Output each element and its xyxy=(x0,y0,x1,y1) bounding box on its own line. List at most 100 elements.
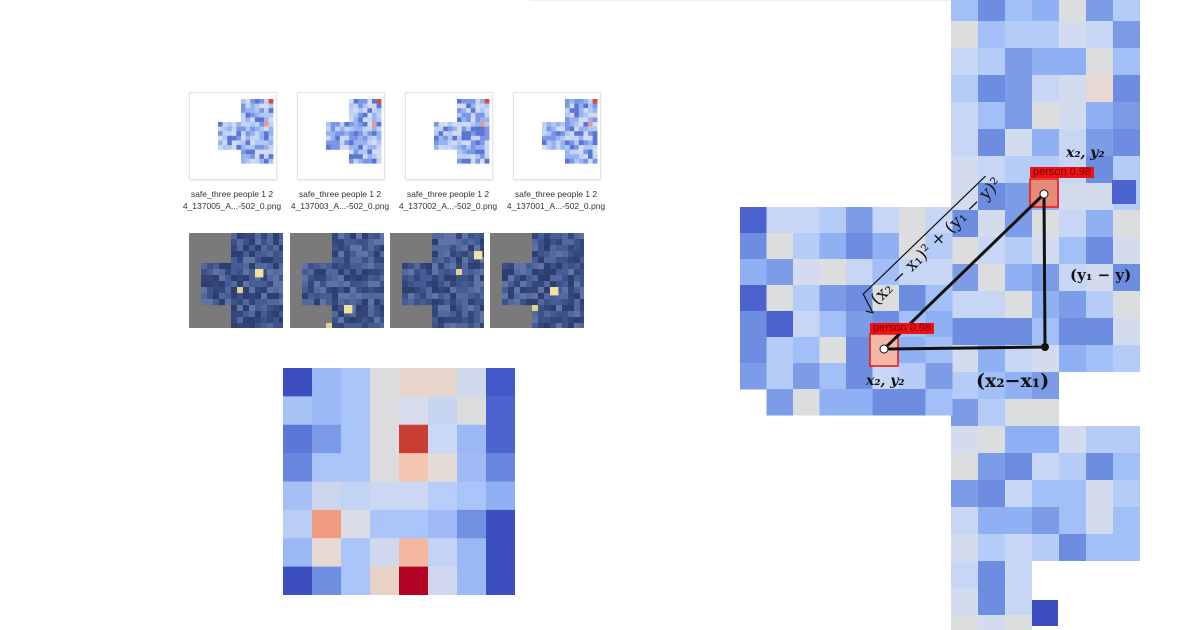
mini-heat-cell xyxy=(236,122,242,127)
heatmap-mini-cells xyxy=(218,99,274,164)
mini-heat-cell xyxy=(339,122,345,127)
processed-cell xyxy=(314,281,321,288)
caption-line-1: safe_three people 1 2 xyxy=(190,189,274,199)
mini-heat-cell xyxy=(245,117,251,123)
mini-heat-cell xyxy=(245,135,251,141)
processed-cell xyxy=(450,257,457,264)
processed-cell xyxy=(255,251,262,258)
thumbnail-3[interactable] xyxy=(405,92,493,180)
mini-heat-cell xyxy=(362,145,368,150)
mini-heat-cell xyxy=(470,131,476,136)
mini-heat-cell xyxy=(358,108,363,113)
mini-heat-cell xyxy=(461,149,467,155)
processed-cell xyxy=(243,311,250,318)
processed-cell xyxy=(368,257,375,264)
mini-heat-cell xyxy=(227,122,232,127)
large-heatmap-cell xyxy=(341,566,371,595)
processed-cell xyxy=(544,299,551,306)
detection-heat-cell xyxy=(951,453,978,480)
mini-heat-cell xyxy=(236,126,242,132)
processed-heatmap-3 xyxy=(402,233,487,330)
processed-cell xyxy=(279,251,286,258)
mini-heat-cell xyxy=(254,117,260,123)
detection-heat-cell xyxy=(1032,129,1059,156)
mini-heat-cell xyxy=(349,154,354,159)
large-heatmap-cell xyxy=(283,481,313,511)
mini-heat-cell xyxy=(326,126,331,132)
mini-heat-cell xyxy=(578,149,584,155)
large-heatmap-cell xyxy=(283,453,313,482)
processed-cell xyxy=(408,275,415,282)
processed-cell xyxy=(368,281,375,288)
mini-heat-cell xyxy=(583,103,589,109)
mini-heat-cell xyxy=(574,103,579,109)
processed-cell xyxy=(201,269,208,276)
thumbnail-2[interactable] xyxy=(297,92,385,180)
thumbnail-4[interactable] xyxy=(513,92,601,180)
detection-heat-cell xyxy=(1059,48,1086,75)
processed-cell xyxy=(568,293,575,300)
processed-cell xyxy=(356,239,363,246)
processed-cell xyxy=(550,233,557,240)
mini-heat-cell xyxy=(268,122,274,127)
mini-heat-cell xyxy=(367,108,373,113)
processed-cell xyxy=(374,269,381,276)
mini-heat-cell xyxy=(264,112,269,118)
processed-cell xyxy=(237,251,244,258)
processed-cell xyxy=(574,299,581,306)
detection-heat-cell xyxy=(978,183,1005,210)
mini-heat-cell xyxy=(227,135,232,141)
large-heatmap-cell xyxy=(370,453,400,482)
processed-cell xyxy=(444,305,451,312)
mini-heat-cell xyxy=(250,112,255,118)
detection-heat-cell xyxy=(1059,183,1086,210)
processed-cell xyxy=(480,323,487,330)
mini-heat-cell xyxy=(592,140,598,146)
mini-heat-cell xyxy=(372,149,377,155)
processed-cell xyxy=(261,269,268,276)
large-heatmap-cell xyxy=(399,566,429,595)
processed-cell xyxy=(520,293,527,300)
processed-cell xyxy=(468,299,475,306)
large-heatmap-cell xyxy=(428,453,458,482)
processed-cell xyxy=(544,305,551,312)
detection-heat-cell xyxy=(793,363,820,390)
processed-cell xyxy=(380,299,387,306)
caption-line-1: safe_three people 1 2 xyxy=(514,189,598,199)
processed-cell xyxy=(213,299,220,306)
processed-cell xyxy=(568,275,575,282)
mini-heat-cell xyxy=(475,140,481,146)
processed-cell xyxy=(326,269,333,276)
detection-heat-cell xyxy=(1086,21,1113,48)
detection-heat-cell xyxy=(793,259,820,286)
mini-heat-cell xyxy=(241,122,246,127)
mini-heat-cell xyxy=(447,145,453,150)
processed-cell xyxy=(279,239,286,246)
thumbnail-1[interactable] xyxy=(189,92,277,180)
detection-heat-cell xyxy=(1005,480,1032,507)
processed-cell xyxy=(508,275,515,282)
mini-heat-cell xyxy=(560,131,566,136)
processed-cell xyxy=(314,287,321,294)
processed-cell xyxy=(462,323,469,330)
mini-heat-cell xyxy=(326,135,331,141)
mini-heat-cell xyxy=(438,145,444,150)
detection-heat-cell xyxy=(951,129,978,156)
detection-heat-cell xyxy=(1113,507,1140,534)
processed-cell xyxy=(574,275,581,282)
processed-cell xyxy=(231,233,238,240)
processed-cell xyxy=(273,251,280,258)
mini-heat-cell xyxy=(330,126,336,132)
mini-heat-cell xyxy=(578,131,584,136)
large-heatmap-cell xyxy=(486,396,515,426)
processed-cell xyxy=(480,245,487,252)
detection-heat-cell xyxy=(1086,210,1113,237)
processed-cell xyxy=(338,299,345,306)
large-heatmap-cell xyxy=(457,396,487,426)
mini-heat-cell xyxy=(376,108,382,113)
mini-heat-cell xyxy=(335,126,340,132)
mini-heat-cell xyxy=(264,126,269,132)
mini-heat-cell xyxy=(372,140,377,146)
thumbnail-4-caption: safe_three people 1 2 4_137001_A...-502_… xyxy=(497,188,615,212)
processed-cell xyxy=(456,245,463,252)
